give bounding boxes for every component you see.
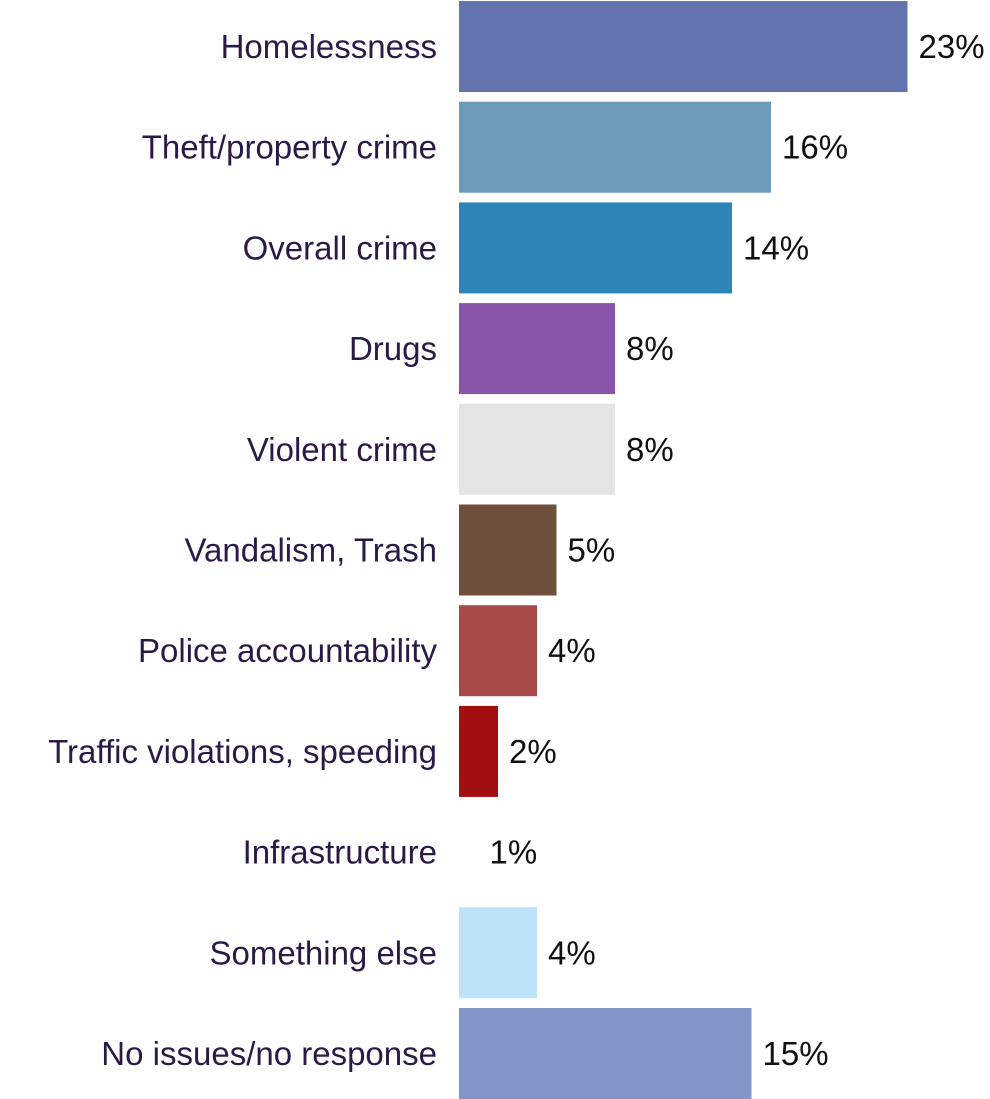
value-label-infrastructure: 1% <box>490 834 538 871</box>
value-label-something-else: 4% <box>548 934 596 971</box>
bar-violent-crime <box>459 403 615 495</box>
bar-vandalism-trash <box>459 504 557 596</box>
category-label-no-issues-no-response: No issues/no response <box>101 1035 437 1072</box>
category-label-something-else: Something else <box>210 934 437 971</box>
value-label-overall-crime: 14% <box>743 229 809 266</box>
value-label-traffic-violations-speeding: 2% <box>509 733 557 770</box>
bars <box>459 1 908 1099</box>
category-label-violent-crime: Violent crime <box>247 431 437 468</box>
bar-drugs <box>459 303 615 395</box>
category-label-theft-property-crime: Theft/property crime <box>142 129 437 166</box>
value-labels: 23% 16% 14% 8% 8% 5% 4% 2% 1% 4% 15% <box>490 28 985 1072</box>
bar-police-accountability <box>459 605 537 697</box>
bar-traffic-violations-speeding <box>459 705 498 797</box>
category-label-traffic-violations-speeding: Traffic violations, speeding <box>48 733 437 770</box>
category-labels: Homelessness Theft/property crime Overall … <box>48 28 437 1072</box>
category-label-drugs: Drugs <box>349 330 437 367</box>
bar-theft-property-crime <box>459 101 771 193</box>
bar-no-issues-no-response <box>459 1008 752 1099</box>
bar-something-else <box>459 907 537 999</box>
value-label-vandalism-trash: 5% <box>568 532 616 569</box>
value-label-police-accountability: 4% <box>548 632 596 669</box>
category-label-infrastructure: Infrastructure <box>243 834 437 871</box>
value-label-homelessness: 23% <box>919 28 985 65</box>
bar-infrastructure <box>459 806 479 898</box>
value-label-theft-property-crime: 16% <box>782 129 848 166</box>
category-label-vandalism-trash: Vandalism, Trash <box>185 532 438 569</box>
category-label-overall-crime: Overall crime <box>243 229 437 266</box>
value-label-violent-crime: 8% <box>626 431 674 468</box>
category-label-police-accountability: Police accountability <box>138 632 437 669</box>
category-label-homelessness: Homelessness <box>221 28 437 65</box>
value-label-drugs: 8% <box>626 330 674 367</box>
bar-overall-crime <box>459 202 732 294</box>
value-label-no-issues-no-response: 15% <box>763 1035 829 1072</box>
bar-homelessness <box>459 1 908 92</box>
